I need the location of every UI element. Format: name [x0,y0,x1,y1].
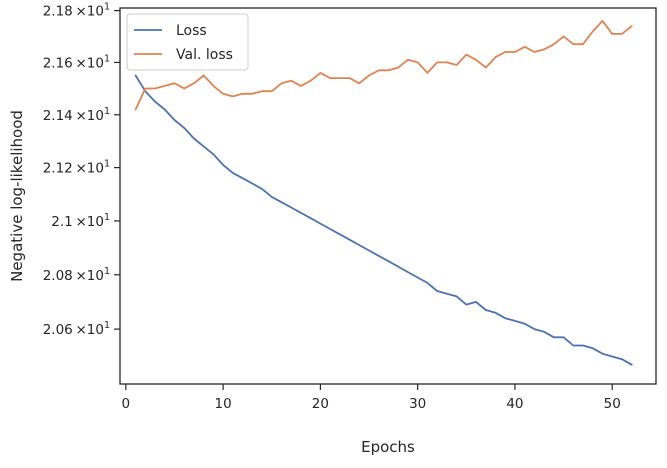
plot-frame [119,7,657,385]
series-line-val-loss [134,19,633,111]
x-tick-label: 40 [506,396,523,412]
x-axis-ticks: 0 10 20 30 40 50 [122,384,621,412]
y-tick-label: 2.1 ×101 [51,212,110,230]
legend-label-loss: Loss [176,23,207,39]
x-tick-label: 0 [122,396,131,412]
legend-label-val-loss: Val. loss [176,47,233,63]
y-tick-label: 2.18 ×101 [43,2,110,20]
x-axis-label: Epochs [361,438,415,456]
legend-box [126,13,249,71]
series-lines [134,19,633,366]
y-tick-label: 2.06 ×101 [43,320,110,338]
y-axis-label: Negative log-likelihood [8,110,26,282]
series-line-loss [134,74,633,366]
y-tick-label: 2.08 ×101 [43,266,110,284]
y-tick-label: 2.14 ×101 [43,106,110,124]
x-tick-label: 30 [409,396,426,412]
y-axis-ticks: 2.06 ×101 2.08 ×101 2.1 ×101 2.12 ×101 2.14 … [43,2,120,338]
y-tick-label: 2.12 ×101 [43,159,110,177]
legend: Loss Val. loss [126,13,249,71]
x-tick-label: 20 [312,396,329,412]
x-tick-label: 50 [604,396,621,412]
y-tick-label: 2.16 ×101 [43,53,110,71]
x-tick-label: 10 [215,396,232,412]
